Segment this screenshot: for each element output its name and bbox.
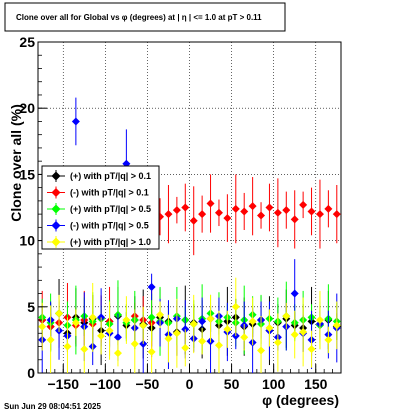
- data-point: [63, 342, 72, 351]
- data-point: [307, 207, 316, 216]
- x-tick-label-3: 0: [186, 376, 194, 392]
- data-point: [332, 210, 341, 219]
- data-point: [206, 199, 215, 208]
- data-point: [248, 202, 257, 211]
- data-point: [198, 337, 207, 346]
- data-point: [265, 203, 274, 212]
- data-point: [240, 333, 249, 342]
- data-point: [38, 322, 47, 331]
- data-point: [214, 341, 223, 350]
- x-tick-label-1: −100: [90, 376, 122, 392]
- x-tick-label-2: −50: [136, 376, 160, 392]
- x-tick-label-0: −150: [47, 376, 79, 392]
- data-point: [231, 302, 240, 311]
- data-point: [189, 320, 198, 329]
- data-point: [257, 211, 266, 220]
- data-point: [147, 313, 156, 322]
- y-tick-label-0: 0: [27, 365, 35, 381]
- x-tick-label-6: 150: [304, 376, 328, 392]
- data-point: [198, 210, 207, 219]
- data-point: [97, 331, 106, 340]
- data-point: [189, 216, 198, 225]
- data-point: [332, 321, 341, 330]
- data-point: [315, 210, 324, 219]
- data-point: [130, 339, 139, 348]
- legend-marker-3: [51, 221, 61, 230]
- data-point: [273, 208, 282, 217]
- series-4: [38, 277, 341, 373]
- x-tick-label-4: 50: [224, 376, 240, 392]
- chart-title: Clone over all for Global vs φ (degrees)…: [16, 13, 262, 22]
- x-axis-title: φ (degrees): [262, 392, 339, 408]
- title-box: [4, 2, 286, 32]
- data-point: [181, 203, 190, 212]
- timestamp: Sun Jun 29 08:04:51 2025: [4, 402, 101, 411]
- data-point: [324, 204, 333, 213]
- legend-marker-2: [51, 204, 61, 214]
- data-point: [164, 210, 173, 219]
- legend-label-4: (+) with pT/|q| > 1.0: [70, 237, 151, 247]
- data-point: [71, 318, 80, 327]
- data-point: [282, 312, 291, 321]
- x-tick-label-5: 100: [262, 376, 286, 392]
- data-point: [290, 289, 299, 298]
- data-point: [290, 215, 299, 224]
- legend-marker-0: [51, 171, 61, 181]
- data-point: [324, 335, 333, 344]
- data-point: [105, 326, 114, 335]
- data-point: [299, 200, 308, 209]
- legend-label-3: (-) with pT/|q| > 0.5: [70, 221, 149, 231]
- data-point: [223, 325, 232, 334]
- y-tick-label-2: 10: [19, 233, 35, 249]
- data-point: [214, 208, 223, 217]
- data-point: [299, 327, 308, 336]
- legend-label-2: (+) with pT/|q| > 0.5: [70, 204, 151, 214]
- legend-marker-1: [51, 188, 61, 197]
- data-point: [172, 329, 181, 338]
- data-point: [139, 321, 148, 330]
- legend-label-1: (-) with pT/|q| > 0.1: [70, 188, 149, 198]
- data-point: [223, 214, 232, 223]
- data-point: [122, 316, 131, 325]
- data-point: [156, 310, 165, 319]
- data-point: [80, 345, 89, 354]
- data-point: [55, 309, 64, 318]
- data-point: [307, 345, 316, 354]
- data-point: [265, 323, 274, 332]
- data-point: [248, 317, 257, 326]
- y-tick-label-1: 5: [27, 299, 35, 315]
- data-point: [290, 330, 299, 339]
- data-point: [315, 316, 324, 325]
- legend: (+) with pT/|q| > 0.1 (-) with pT/|q| > 0…: [41, 165, 160, 250]
- axes: −150 −100 −50 0 50 100 150 0 5 10 15 20 25: [19, 34, 342, 392]
- y-axis-title: Clone over all (%): [8, 104, 24, 221]
- data-point: [231, 204, 240, 213]
- data-point: [88, 313, 97, 322]
- y-tick-label-3: 15: [19, 166, 35, 182]
- data-point: [206, 314, 215, 323]
- data-point: [240, 207, 249, 216]
- y-tick-label-4: 20: [19, 100, 35, 116]
- data-point: [147, 347, 156, 356]
- data-point: [273, 338, 282, 347]
- data-point: [282, 206, 291, 215]
- y-tick-label-5: 25: [19, 34, 35, 50]
- data-point: [198, 317, 207, 326]
- data-point: [113, 333, 122, 342]
- data-point: [147, 282, 156, 291]
- data-point: [257, 346, 266, 355]
- data-point: [113, 349, 122, 358]
- data-point: [181, 343, 190, 352]
- data-point: [71, 117, 80, 126]
- legend-label-0: (+) with pT/|q| > 0.1: [70, 171, 151, 181]
- legend-box: [41, 165, 160, 250]
- data-point: [46, 335, 55, 344]
- legend-marker-4: [51, 237, 61, 247]
- data-point: [172, 206, 181, 215]
- data-point: [164, 334, 173, 343]
